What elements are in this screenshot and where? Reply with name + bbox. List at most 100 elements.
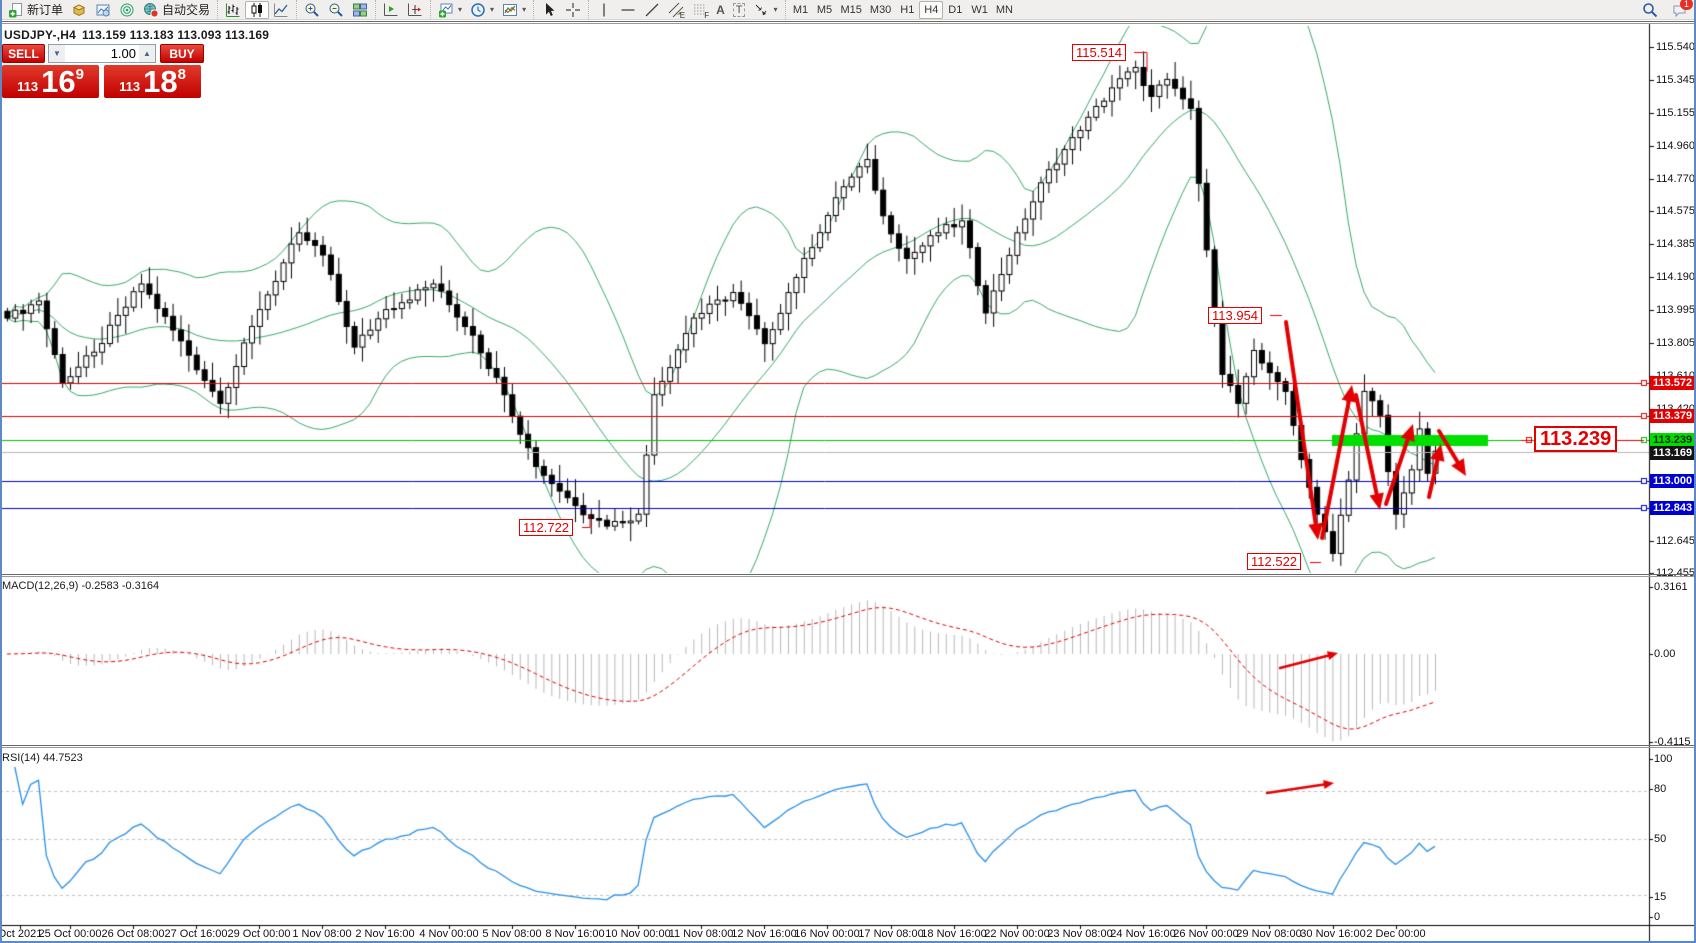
buy-price[interactable]: 113 18 8	[104, 65, 201, 98]
chart-top-border-2	[0, 23, 1696, 24]
trendline-button[interactable]	[640, 1, 664, 19]
price-axis-tick: 115.540	[1656, 41, 1695, 53]
toolbar-right: 1	[1642, 0, 1696, 18]
tile-windows-button[interactable]	[348, 1, 372, 19]
price-axis-tick: 114.190	[1656, 271, 1695, 283]
time-axis-label: 5 Nov 08:00	[482, 928, 542, 940]
new-chart-button[interactable]: ▾	[434, 1, 466, 19]
indicators-dropdown-arrow[interactable]: ▾	[522, 5, 527, 14]
fibo-letter: F	[704, 10, 710, 20]
bar-chart-button[interactable]	[221, 1, 245, 19]
channel-letter: E	[679, 10, 686, 20]
auto-scroll-button[interactable]	[379, 1, 403, 19]
timeframe-m30[interactable]: M30	[869, 3, 892, 16]
volume-increase-button[interactable]: ▲	[139, 45, 155, 62]
sell-button[interactable]: SELL	[2, 44, 45, 63]
chart-shift-button[interactable]	[403, 1, 427, 19]
new-order-button[interactable]: 新订单	[4, 1, 67, 19]
data-window-button[interactable]	[91, 1, 115, 19]
price-axis-tick: 113.995	[1656, 304, 1695, 316]
buy-price-figure: 113	[119, 79, 141, 94]
candlestick-chart-button[interactable]	[245, 0, 270, 19]
timeframe-mn[interactable]: MN	[995, 3, 1013, 16]
timeframe-m15[interactable]: M15	[840, 3, 862, 16]
zoom-out-button[interactable]	[324, 1, 348, 19]
time-axis-label: 18 Nov 16:00	[921, 928, 987, 940]
time-axis-label: 29 Oct 00:00	[227, 928, 291, 940]
price-callout-113239[interactable]: 113.239	[1534, 426, 1618, 452]
zoom-in-button[interactable]	[300, 1, 324, 19]
fibonacci-icon: F	[692, 2, 710, 20]
chart-header: USDJPY-,H4 113.159 113.183 113.093 113.16…	[4, 28, 275, 42]
signals-button[interactable]	[115, 1, 139, 19]
search-icon[interactable]	[1642, 2, 1658, 18]
timeframe-h4[interactable]: H4	[919, 0, 944, 19]
text-tool-button[interactable]: A	[712, 1, 729, 19]
macd-splitter[interactable]	[0, 574, 1696, 575]
auto-trading-icon	[143, 2, 159, 18]
price-axis-badge-113.169: 113.169	[1650, 446, 1695, 460]
time-axis-label: 10 Nov 00:00	[605, 928, 671, 940]
price-axis-tick: 114.960	[1656, 140, 1695, 152]
auto-scroll-icon	[383, 2, 399, 18]
window-edge-left	[0, 0, 2, 943]
toolbar-group-scroll	[375, 0, 430, 20]
price-axis-badge-113.000: 113.000	[1650, 474, 1695, 488]
label-tool-button[interactable]: T	[729, 1, 750, 19]
toolbar-group-objects: E F A T ▾	[588, 0, 784, 20]
timeframe-w1[interactable]: W1	[971, 3, 988, 16]
new-order-label: 新订单	[27, 3, 64, 17]
price-flag-115.514[interactable]: 115.514	[1072, 44, 1127, 61]
equidistant-channel-icon: E	[668, 2, 686, 20]
one-click-trading-panel: SELL ▼ ▲ BUY 113 16 9 113 18 8	[2, 44, 204, 98]
line-chart-icon	[273, 2, 289, 18]
rsi-splitter[interactable]	[0, 745, 1696, 746]
arrows-dropdown-arrow[interactable]: ▾	[773, 5, 778, 14]
sell-price[interactable]: 113 16 9	[2, 65, 99, 98]
macd-scale-tick: 0.00	[1654, 648, 1676, 660]
cursor-button[interactable]	[537, 1, 561, 19]
line-chart-button[interactable]	[269, 1, 293, 19]
price-axis-tick: 112.645	[1656, 535, 1695, 547]
time-axis-label: 26 Nov 00:00	[1173, 928, 1239, 940]
price-axis-tick: 115.345	[1656, 74, 1695, 86]
time-axis-label: 11 Nov 08:00	[668, 928, 734, 940]
crosshair-button[interactable]	[561, 1, 585, 19]
periods-button[interactable]: ▾	[466, 1, 498, 19]
arrows-tool-button[interactable]: ▾	[749, 1, 781, 19]
price-flag-112.522[interactable]: 112.522	[1247, 553, 1302, 570]
timeframe-h1[interactable]: H1	[900, 3, 915, 16]
volume-input[interactable]	[65, 45, 139, 62]
buy-price-pips: 18	[143, 64, 178, 99]
market-watch-button[interactable]	[67, 1, 91, 19]
horizontal-line-button[interactable]	[616, 1, 640, 19]
crosshair-icon	[565, 2, 581, 18]
auto-trading-button[interactable]: 自动交易	[139, 1, 214, 19]
timeframe-m5[interactable]: M5	[816, 3, 833, 16]
timeframe-m1[interactable]: M1	[792, 3, 809, 16]
price-axis-tick: 114.770	[1656, 173, 1695, 185]
buy-button[interactable]: BUY	[160, 44, 204, 63]
equidistant-channel-button[interactable]: E	[664, 1, 688, 20]
macd-label: MACD(12,26,9) -0.2583 -0.3164	[2, 580, 160, 592]
price-axis-badge-113.379: 113.379	[1650, 409, 1695, 423]
fibonacci-button[interactable]: F	[688, 1, 712, 20]
volume-decrease-button[interactable]: ▼	[49, 45, 65, 62]
notifications-icon[interactable]: 1	[1672, 0, 1693, 18]
window-edge-bottom	[0, 941, 1696, 943]
timeframe-d1[interactable]: D1	[948, 3, 963, 16]
new-order-icon	[8, 2, 24, 18]
arrows-tool-icon	[753, 2, 769, 18]
toolbar-group-chart-type	[217, 0, 296, 20]
price-flag-112.722[interactable]: 112.722	[519, 519, 574, 536]
rsi-splitter-2[interactable]	[0, 747, 1696, 748]
indicators-button[interactable]: ▾	[498, 1, 530, 19]
new-chart-dropdown-arrow[interactable]: ▾	[458, 5, 463, 14]
periods-dropdown-arrow[interactable]: ▾	[490, 5, 495, 14]
vertical-line-button[interactable]	[592, 1, 616, 19]
price-flag-113.954[interactable]: 113.954	[1208, 307, 1263, 324]
sell-price-pips: 16	[41, 64, 76, 99]
time-axis-label: 16 Nov 00:00	[794, 928, 860, 940]
macd-splitter-2[interactable]	[0, 576, 1696, 577]
